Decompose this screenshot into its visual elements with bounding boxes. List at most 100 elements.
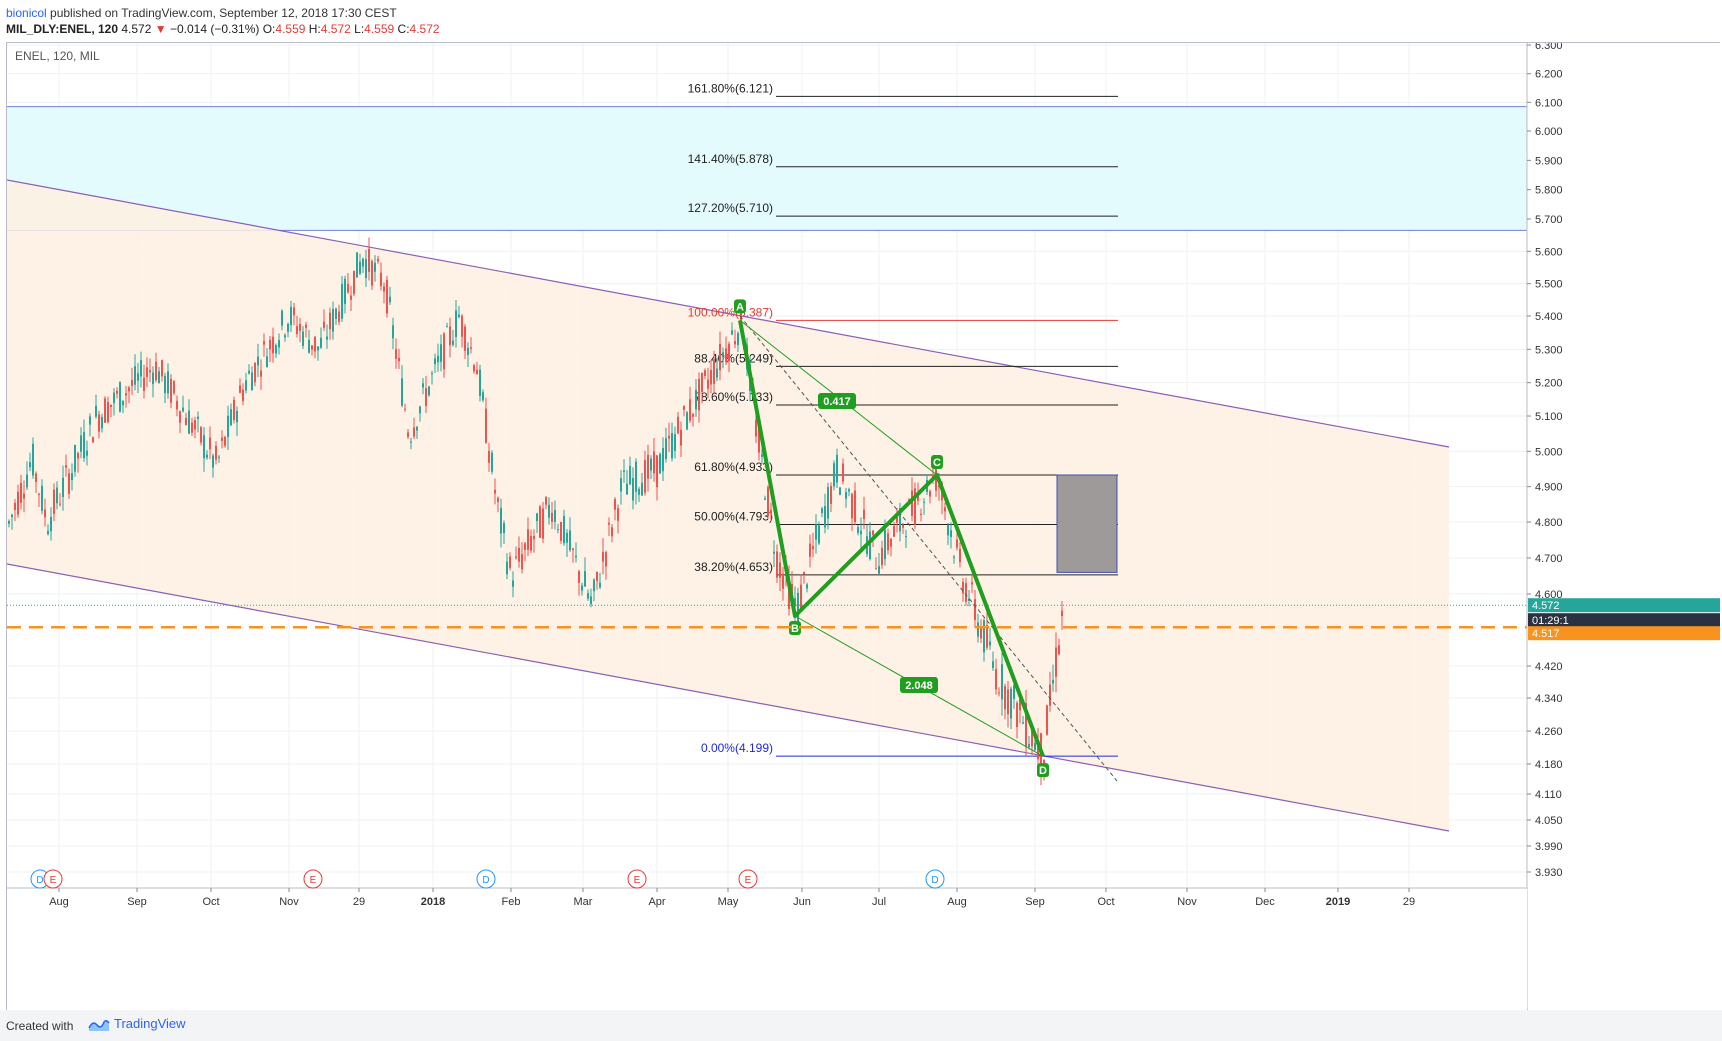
candle-body	[548, 504, 550, 518]
price-tick-label: 6.000	[1535, 126, 1563, 138]
candles	[8, 237, 1063, 786]
candle-body	[671, 433, 673, 459]
candle-body	[980, 626, 982, 639]
candle-body	[764, 498, 766, 500]
candle-body	[416, 427, 418, 431]
candle-body	[587, 593, 589, 599]
candle-body	[77, 452, 79, 459]
fib-level-label: 127.20%(5.710)	[688, 201, 773, 215]
time-tick-label: 2018	[421, 896, 445, 908]
candle-body	[263, 341, 265, 345]
support-price-tag-label: 4.517	[1532, 628, 1560, 640]
candle-body	[311, 345, 313, 350]
candle-body	[1013, 685, 1015, 699]
candle-body	[422, 383, 424, 388]
event-marker[interactable]: E	[738, 869, 758, 889]
candle-body	[212, 455, 214, 468]
candle-body	[761, 454, 763, 457]
tradingview-link[interactable]: TradingView	[88, 1016, 186, 1032]
candle-body	[296, 326, 298, 335]
candle-body	[893, 525, 895, 537]
candle-body	[608, 522, 610, 525]
candle-body	[287, 323, 289, 332]
candle-body	[701, 372, 703, 392]
candle-body	[293, 307, 295, 316]
candle-body	[539, 506, 541, 538]
candle-body	[431, 373, 433, 375]
candle-body	[329, 312, 331, 330]
candle-body	[1010, 688, 1012, 719]
candle-body	[1055, 647, 1057, 677]
candle-body	[203, 435, 205, 459]
publish-info: bionicol published on TradingView.com, S…	[6, 6, 397, 20]
candle-body	[632, 478, 634, 501]
target-box	[1056, 474, 1118, 573]
candle-body	[755, 419, 757, 437]
candle-body	[338, 311, 340, 322]
candle-body	[278, 340, 280, 348]
candle-body	[173, 381, 175, 394]
price-tick-label: 4.900	[1535, 482, 1563, 494]
candle-body	[602, 551, 604, 562]
candle-body	[74, 444, 76, 472]
candle-body	[1016, 702, 1018, 728]
candle-body	[827, 487, 829, 519]
fib-level-label: 38.20%(4.653)	[694, 560, 773, 574]
event-marker[interactable]: D	[925, 869, 945, 889]
candle-body	[326, 336, 328, 340]
author-link[interactable]: bionicol	[6, 6, 47, 20]
candle-body	[533, 536, 535, 540]
candle-body	[989, 641, 991, 646]
candle-body	[869, 531, 871, 560]
candle-body	[83, 432, 85, 459]
candle-body	[1049, 684, 1051, 706]
price-axis: 6.300 6.200 6.100 6.000 5.900 5.800 5.700 5.600…	[1526, 43, 1721, 1011]
event-marker[interactable]: D	[476, 869, 496, 889]
candle-body	[35, 473, 37, 482]
candle-body	[647, 454, 649, 479]
fib-level-label: 88.40%(5.249)	[694, 351, 773, 365]
candle-body	[878, 566, 880, 574]
event-marker[interactable]: E	[43, 869, 63, 889]
candle-body	[500, 507, 502, 534]
pattern-xabcd-line	[738, 319, 1045, 757]
candle-body	[665, 438, 667, 459]
candle-body	[551, 512, 553, 522]
candle-body	[569, 530, 571, 551]
channel-upper-line	[7, 179, 1450, 448]
time-tick-label: May	[718, 896, 739, 908]
footer: Created with TradingView	[0, 1010, 1722, 1041]
candle-body	[971, 582, 973, 585]
chart-panel[interactable]: 161.80%(6.121) 141.40%(5.878) 127.20%(5.71…	[6, 42, 1721, 1011]
price-tick-label: 4.180	[1535, 759, 1563, 771]
candle-body	[32, 443, 34, 476]
candle-body	[965, 583, 967, 602]
candle-body	[953, 556, 955, 558]
candle-body	[158, 371, 160, 384]
candle-body	[71, 473, 73, 481]
candle-body	[614, 499, 616, 510]
candle-body	[224, 436, 226, 446]
high-label: H:	[308, 22, 321, 36]
candle-body	[962, 581, 964, 594]
candle-body	[170, 378, 172, 403]
candle-body	[1028, 744, 1030, 748]
event-marker[interactable]: E	[303, 869, 323, 889]
candle-body	[233, 399, 235, 421]
event-marker[interactable]: E	[627, 869, 647, 889]
candle-body	[668, 435, 670, 439]
candle-body	[476, 369, 478, 375]
candle-body	[65, 465, 67, 468]
event-marker[interactable]: D	[30, 869, 50, 889]
price-chart[interactable]: 161.80%(6.121) 141.40%(5.878) 127.20%(5.71…	[7, 43, 1721, 1011]
candle-body	[194, 420, 196, 430]
price-tick-label: 4.260	[1535, 726, 1563, 738]
candle-body	[626, 483, 628, 495]
low-value: 4.559	[364, 22, 395, 36]
time-tick-label: Apr	[648, 896, 665, 908]
candle-body	[1046, 705, 1048, 735]
candle-body	[557, 529, 559, 531]
candle-body	[473, 365, 475, 372]
candle-body	[596, 571, 598, 582]
candle-body	[821, 508, 823, 513]
